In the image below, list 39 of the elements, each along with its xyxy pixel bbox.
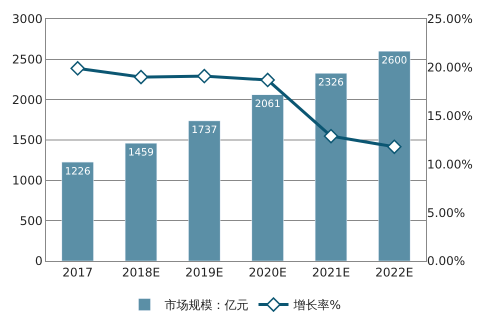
- bar: [124, 143, 158, 261]
- data-label: 1459: [128, 148, 154, 159]
- x-tick-label: 2021E: [312, 265, 350, 280]
- bar: [252, 94, 284, 261]
- y2-tick-label: 15.00%: [427, 109, 473, 123]
- point: [260, 72, 275, 88]
- bar: [62, 162, 94, 261]
- y-tick-label: 1000: [12, 174, 43, 188]
- y2-tick-label: 10.00%: [427, 157, 473, 172]
- y-tick-label: 2000: [12, 92, 43, 107]
- point: [387, 140, 402, 154]
- point: [324, 128, 338, 144]
- y2-tick-label: 25.00%: [427, 12, 473, 26]
- data-label: 1226: [64, 166, 90, 178]
- y2-tick-label: 0.00%: [427, 254, 466, 268]
- y-tick-label: 0: [34, 254, 43, 268]
- data-label: 2326: [318, 78, 344, 89]
- point: [197, 68, 212, 84]
- bar: [314, 73, 348, 261]
- legend-label: 增长率%: [292, 298, 341, 312]
- x-tick-label: 2018E: [122, 265, 160, 280]
- x-tick-label: 2020E: [248, 265, 287, 280]
- y-tick-label: 1500: [12, 133, 43, 148]
- data-label: 2600: [382, 56, 408, 67]
- x-tick-label: 2022E: [375, 265, 414, 280]
- bar: [378, 51, 410, 261]
- bar: [188, 120, 220, 261]
- x-tick-label: 2019E: [185, 265, 224, 280]
- point: [134, 70, 148, 84]
- data-label: 1737: [192, 125, 218, 136]
- data-label: 2061: [254, 98, 280, 110]
- x-tick-label: 2017: [62, 265, 93, 280]
- y-tick-label: 500: [20, 214, 43, 228]
- y2-tick-label: 20.00%: [427, 60, 473, 75]
- legend-label: 市场规模：亿元: [164, 298, 248, 312]
- point: [70, 61, 85, 76]
- y-tick-label: 3000: [12, 12, 43, 26]
- y2-tick-label: 5.00%: [427, 206, 466, 220]
- y-tick-label: 2500: [12, 52, 43, 67]
